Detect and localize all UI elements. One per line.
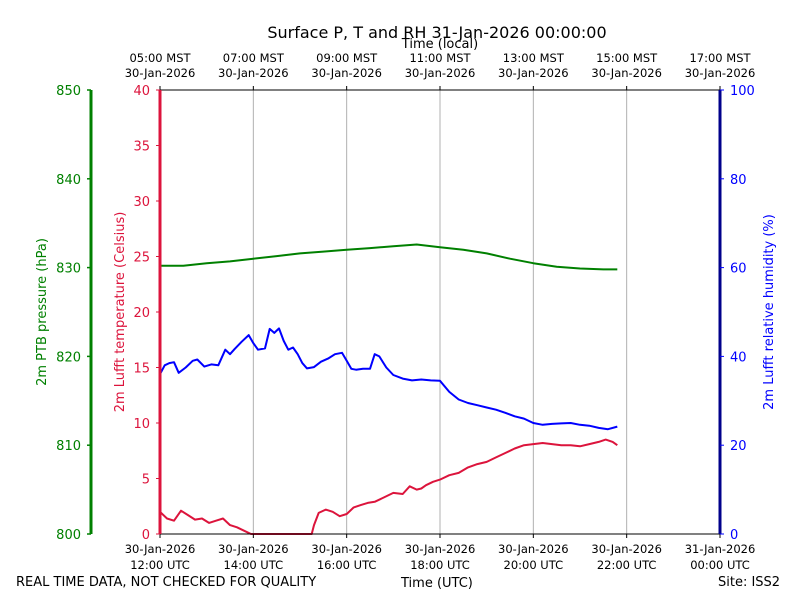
x-tick-label-top-date: 30-Jan-2026 — [311, 66, 382, 80]
humidity-tick-label: 0 — [730, 528, 738, 543]
temperature-tick-label: 0 — [142, 528, 150, 543]
x-tick-label-top-date: 30-Jan-2026 — [125, 66, 196, 80]
temperature-tick-label: 35 — [133, 140, 150, 155]
chart-title: Surface P, T and RH 31-Jan-2026 00:00:00 — [267, 23, 606, 42]
series-line-pressure — [160, 243, 618, 271]
x-tick-label-bottom-time: 22:00 UTC — [597, 558, 657, 572]
plot-frame — [89, 89, 722, 535]
x-axis-label-top: Time (local) — [401, 37, 478, 52]
x-tick-label-top-date: 30-Jan-2026 — [591, 66, 662, 80]
temperature-tick-label: 30 — [133, 195, 150, 210]
x-tick-label-top-date: 30-Jan-2026 — [498, 66, 569, 80]
x-tick-label-top-time: 11:00 MST — [409, 51, 471, 65]
x-tick-label-top-date: 30-Jan-2026 — [685, 66, 756, 80]
series-line-temperature — [159, 438, 618, 535]
series-line-humidity — [159, 327, 618, 431]
x-tick-label-bottom-time: 16:00 UTC — [317, 558, 377, 572]
humidity-axis-label: 2m Lufft relative humidity (%) — [762, 214, 777, 410]
x-tick-label-top-time: 13:00 MST — [503, 51, 565, 65]
x-tick-label-bottom-date: 30-Jan-2026 — [125, 542, 196, 556]
x-tick-label-top-time: 17:00 MST — [689, 51, 751, 65]
humidity-tick-label: 20 — [730, 439, 747, 454]
x-tick-label-bottom-date: 30-Jan-2026 — [218, 542, 289, 556]
pressure-tick-label: 810 — [56, 439, 81, 454]
x-tick-label-bottom-time: 14:00 UTC — [224, 558, 284, 572]
x-tick-label-top-time: 07:00 MST — [223, 51, 285, 65]
humidity-tick-label: 80 — [730, 173, 747, 188]
data-series — [159, 243, 618, 535]
x-tick-label-bottom-date: 30-Jan-2026 — [405, 542, 476, 556]
x-tick-label-bottom-date: 31-Jan-2026 — [685, 542, 756, 556]
x-tick-label-bottom-date: 30-Jan-2026 — [311, 542, 382, 556]
temperature-tick-label: 15 — [133, 362, 150, 377]
x-tick-label-top-time: 05:00 MST — [129, 51, 191, 65]
pressure-tick-label: 820 — [56, 350, 81, 365]
x-tick-label-top-time: 09:00 MST — [316, 51, 378, 65]
x-tick-label-bottom-time: 20:00 UTC — [504, 558, 564, 572]
pressure-axis-label: 2m PTB pressure (hPa) — [35, 238, 50, 386]
x-tick-label-bottom-date: 30-Jan-2026 — [591, 542, 662, 556]
humidity-tick-label: 40 — [730, 350, 747, 365]
pressure-tick-label: 840 — [56, 173, 81, 188]
temperature-tick-label: 20 — [133, 306, 150, 321]
x-tick-label-bottom-time: 00:00 UTC — [690, 558, 750, 572]
pressure-tick-label: 850 — [56, 84, 81, 99]
x-tick-label-bottom-time: 18:00 UTC — [410, 558, 470, 572]
x-axis-label-bottom: Time (UTC) — [401, 576, 473, 591]
x-tick-label-top-date: 30-Jan-2026 — [218, 66, 289, 80]
x-tick-label-bottom-time: 12:00 UTC — [130, 558, 190, 572]
temperature-tick-label: 40 — [133, 84, 150, 99]
temperature-tick-label: 25 — [133, 251, 150, 266]
x-tick-label-top-time: 15:00 MST — [596, 51, 658, 65]
humidity-tick-label: 100 — [730, 84, 755, 99]
quality-disclaimer: REAL TIME DATA, NOT CHECKED FOR QUALITY — [16, 575, 317, 590]
vertical-gridlines — [252, 90, 628, 534]
x-tick-label-bottom-date: 30-Jan-2026 — [498, 542, 569, 556]
pressure-tick-label: 830 — [56, 262, 81, 277]
temperature-tick-label: 10 — [133, 417, 150, 432]
pressure-tick-label: 800 — [56, 528, 81, 543]
humidity-tick-label: 60 — [730, 262, 747, 277]
x-tick-label-top-date: 30-Jan-2026 — [405, 66, 476, 80]
temperature-axis-label: 2m Lufft temperature (Celsius) — [113, 212, 128, 413]
site-label: Site: ISS2 — [718, 575, 781, 590]
temperature-tick-label: 5 — [142, 473, 150, 488]
